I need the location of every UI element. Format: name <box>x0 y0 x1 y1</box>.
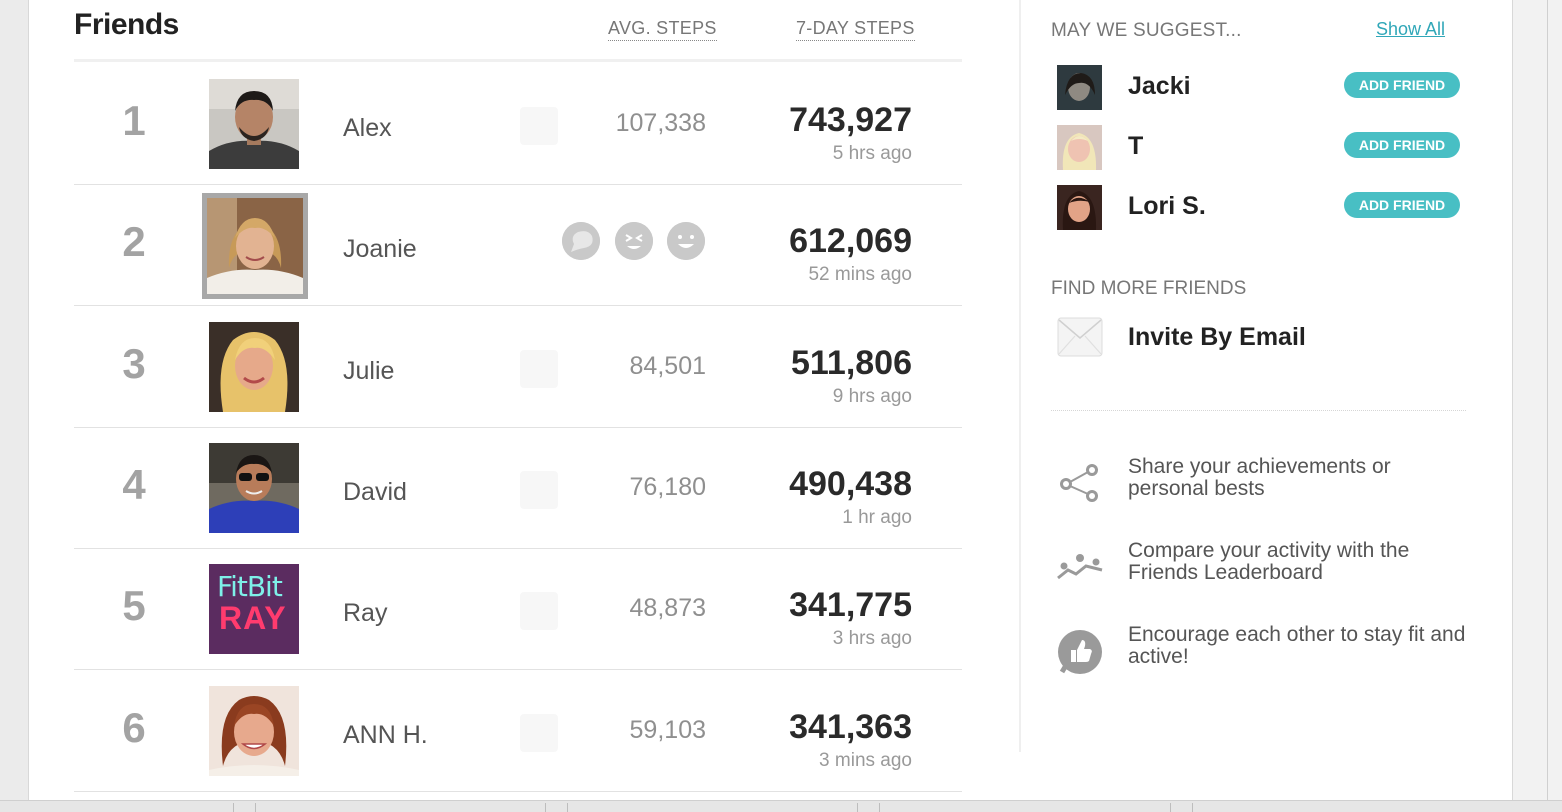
seven-day-steps-value: 490,438 <box>789 465 912 503</box>
friend-name[interactable]: ANN H. <box>343 721 428 749</box>
leaderboard-row[interactable]: 3 Julie 84,501 511,806 9 hrs ago <box>74 306 962 428</box>
rank-number: 6 <box>122 704 146 751</box>
message-icon[interactable] <box>562 222 600 260</box>
row-actions <box>562 222 712 266</box>
feature-text: Encourage each other to stay fit and act… <box>1128 623 1466 668</box>
avatar[interactable] <box>209 322 299 412</box>
suggested-friend-name[interactable]: Jacki <box>1128 72 1191 100</box>
add-friend-button[interactable]: ADD FRIEND <box>1344 192 1460 218</box>
seven-day-steps-value: 743,927 <box>789 101 912 139</box>
last-sync-time: 52 mins ago <box>808 264 912 285</box>
avatar[interactable] <box>209 79 299 169</box>
seven-day-steps-header[interactable]: 7-DAY STEPS <box>796 18 915 41</box>
feature-text: Share your achievements or personal best… <box>1128 455 1391 500</box>
invite-by-email-link[interactable]: Invite By Email <box>1057 316 1357 362</box>
feature-item: Compare your activity with the Friends L… <box>1056 540 1476 600</box>
placeholder-badge <box>520 714 558 752</box>
leaderboard-row[interactable]: 6 ANN H. 59,103 341,363 3 mins ago <box>74 670 962 792</box>
suggested-friend-name[interactable]: Lori S. <box>1128 192 1206 220</box>
suggest-title: MAY WE SUGGEST... <box>1051 20 1242 41</box>
friend-name[interactable]: Joanie <box>343 235 417 263</box>
invite-label: Invite By Email <box>1128 323 1306 351</box>
header-divider <box>74 59 962 62</box>
avg-steps-header[interactable]: AVG. STEPS <box>608 18 717 41</box>
leaderboard-row[interactable]: 4 David 76,180 490,438 1 hr ago <box>74 427 962 549</box>
leaderboard-row[interactable]: 5 FitBit RAY Ray 48,873 341,775 3 hrs ag… <box>74 548 962 670</box>
leaderboard-row[interactable]: 2 Joanie 612,069 52 mins ago <box>74 184 962 306</box>
leaderboard-row[interactable]: 1 Alex 107,338 743,927 5 hrs ago <box>74 63 962 185</box>
avatar[interactable] <box>1057 65 1102 110</box>
placeholder-badge <box>520 350 558 388</box>
suggestion-item: T ADD FRIEND <box>1057 125 1467 171</box>
bottom-scroll-bar[interactable] <box>0 800 1562 812</box>
rank-number: 1 <box>122 97 146 144</box>
avatar[interactable] <box>209 443 299 533</box>
seven-day-steps-value: 612,069 <box>789 222 912 260</box>
friend-name[interactable]: David <box>343 478 407 506</box>
last-sync-time: 3 mins ago <box>819 750 912 771</box>
avg-steps-value: 59,103 <box>629 716 706 744</box>
suggestion-item: Lori S. ADD FRIEND <box>1057 185 1467 231</box>
avg-steps-value: 48,873 <box>629 594 706 622</box>
leaderboard-icon <box>1056 544 1104 592</box>
avatar[interactable] <box>209 686 299 776</box>
avatar[interactable]: FitBit RAY <box>209 564 299 654</box>
feature-item: Encourage each other to stay fit and act… <box>1056 624 1476 684</box>
avg-steps-value: 107,338 <box>615 109 706 137</box>
placeholder-badge <box>520 471 558 509</box>
rank-number: 4 <box>122 461 146 508</box>
rank-number: 5 <box>122 582 146 629</box>
rank-number: 2 <box>122 218 146 265</box>
ray-avatar-line2: RAY <box>219 600 287 636</box>
thumbs-up-icon <box>1056 628 1104 676</box>
cheer-icon[interactable] <box>667 222 705 260</box>
ray-avatar-line1: FitBit <box>217 570 283 603</box>
find-more-friends-title: FIND MORE FRIENDS <box>1051 278 1247 299</box>
friend-name[interactable]: Alex <box>343 114 392 142</box>
avg-steps-value: 84,501 <box>629 352 706 380</box>
sidebar-divider <box>1051 410 1466 412</box>
seven-day-steps-value: 341,363 <box>789 708 912 746</box>
rank-number: 3 <box>122 340 146 387</box>
last-sync-time: 5 hrs ago <box>832 143 912 164</box>
taunt-icon[interactable] <box>615 222 653 260</box>
avg-steps-value: 76,180 <box>629 473 706 501</box>
seven-day-steps-value: 511,806 <box>790 344 912 382</box>
avatar[interactable] <box>1057 185 1102 230</box>
placeholder-badge <box>520 592 558 630</box>
column-divider <box>1019 0 1021 752</box>
friend-name[interactable]: Ray <box>343 599 388 627</box>
avatar[interactable] <box>202 193 308 299</box>
window-gutter <box>1511 0 1562 800</box>
feature-item: Share your achievements or personal best… <box>1056 456 1476 516</box>
seven-day-steps-value: 341,775 <box>789 586 912 624</box>
add-friend-button[interactable]: ADD FRIEND <box>1344 132 1460 158</box>
friend-name[interactable]: Julie <box>343 357 395 385</box>
envelope-icon <box>1057 316 1103 363</box>
add-friend-button[interactable]: ADD FRIEND <box>1344 72 1460 98</box>
suggestion-item: Jacki ADD FRIEND <box>1057 65 1467 111</box>
last-sync-time: 3 hrs ago <box>832 628 912 649</box>
show-all-link[interactable]: Show All <box>1376 19 1446 39</box>
feature-text: Compare your activity with the Friends L… <box>1128 539 1410 584</box>
suggested-friend-name[interactable]: T <box>1128 132 1144 160</box>
avatar[interactable] <box>1057 125 1102 170</box>
friends-title: Friends <box>74 8 179 41</box>
share-people-icon <box>1056 460 1104 508</box>
last-sync-time: 9 hrs ago <box>832 386 912 407</box>
last-sync-time: 1 hr ago <box>842 507 912 528</box>
placeholder-badge <box>520 107 558 145</box>
